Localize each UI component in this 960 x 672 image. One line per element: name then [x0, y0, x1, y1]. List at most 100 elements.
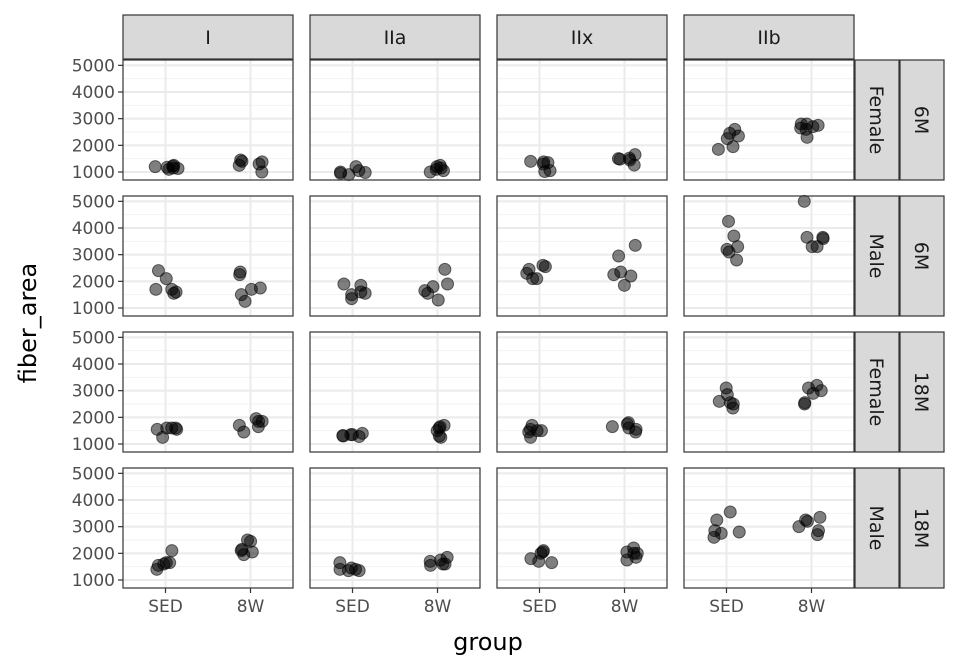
data-point: [802, 381, 816, 395]
data-point: [525, 418, 539, 432]
row-strip-sex-label: Male: [865, 233, 887, 278]
facet-panel: [309, 195, 481, 317]
data-point: [524, 430, 538, 444]
data-point: [358, 286, 372, 300]
column-strip-label: IIx: [571, 27, 593, 49]
y-tick-label: 4000: [72, 219, 115, 239]
facet-panel: [122, 331, 294, 453]
row-strip-age: [899, 195, 945, 317]
y-tick-label: 2000: [72, 272, 115, 292]
data-point: [628, 238, 642, 252]
row-strip-sex: [854, 59, 900, 181]
y-tick-label: 5000: [72, 328, 115, 348]
row-strip-age: [899, 331, 945, 453]
data-point: [171, 162, 185, 176]
data-point: [165, 544, 179, 558]
facet-panel: [122, 59, 294, 181]
data-point: [436, 557, 450, 571]
y-tick-label: 1000: [72, 163, 115, 183]
panel-border: [496, 331, 668, 453]
y-tick-label: 3000: [72, 518, 115, 538]
data-point: [438, 262, 452, 276]
row-strip-sex-label: Male: [865, 505, 887, 550]
x-tick-label: 8W: [611, 597, 639, 617]
panel-border: [122, 59, 294, 181]
data-point: [537, 155, 551, 169]
panel-border: [309, 195, 481, 317]
data-point: [160, 160, 174, 174]
facet-panel: [496, 467, 668, 589]
panel-background: [123, 196, 293, 316]
data-point: [707, 530, 721, 544]
panel-border: [122, 331, 294, 453]
column-strip-label: IIa: [384, 27, 407, 49]
data-point: [810, 528, 824, 542]
y-tick-label: 3000: [72, 110, 115, 130]
panel-background: [684, 196, 854, 316]
row-strip-age: [899, 59, 945, 181]
facet-panel: [683, 194, 855, 317]
data-point: [532, 554, 546, 568]
row-strip-age-label: 18M: [910, 508, 932, 549]
data-point: [149, 282, 163, 296]
column-strip-label: IIb: [757, 27, 780, 49]
panel-border: [496, 59, 668, 181]
x-tick-label: SED: [335, 597, 370, 617]
y-tick-label: 5000: [72, 192, 115, 212]
data-point: [545, 556, 559, 570]
panel-background: [310, 60, 480, 180]
panels-layer: [122, 59, 855, 589]
column-strip: [309, 14, 481, 60]
panel-border: [683, 195, 855, 317]
x-tick-label: 8W: [424, 597, 452, 617]
x-axis-title: group: [453, 628, 523, 656]
data-point: [165, 282, 179, 296]
row-strip-sex: [854, 195, 900, 317]
column-strip: [122, 14, 294, 60]
panel-background: [684, 60, 854, 180]
y-tick-label: 1000: [72, 299, 115, 319]
column-strip: [683, 14, 855, 60]
y-tick-label: 5000: [72, 56, 115, 76]
data-point: [233, 265, 247, 279]
data-point: [722, 214, 736, 228]
facet-panel: [683, 331, 855, 453]
panel-border: [309, 59, 481, 181]
panel-border: [683, 59, 855, 181]
panel-background: [310, 196, 480, 316]
x-tick-label: 8W: [237, 597, 265, 617]
axes-layer: 1000 2000 3000 4000 5000 1000 2000 3000 4000 5000…: [72, 56, 826, 617]
data-point: [530, 272, 544, 286]
panel-background: [497, 196, 667, 316]
facet-panel: [309, 467, 481, 589]
y-tick-label: 5000: [72, 464, 115, 484]
facet-panel: [496, 195, 668, 317]
panel-background: [497, 60, 667, 180]
data-point: [726, 401, 740, 415]
data-point: [255, 155, 269, 169]
y-tick-label: 4000: [72, 491, 115, 511]
panel-border: [496, 195, 668, 317]
data-point: [337, 277, 351, 291]
data-point: [627, 546, 641, 560]
panel-background: [123, 332, 293, 452]
data-point: [431, 293, 445, 307]
data-point: [613, 152, 627, 166]
panel-border: [496, 467, 668, 589]
data-point: [711, 142, 725, 156]
row-strip-age-label: 6M: [910, 106, 932, 134]
data-point: [728, 122, 742, 136]
column-strip: [496, 14, 668, 60]
data-point: [345, 288, 359, 302]
data-point: [159, 272, 173, 286]
data-point: [536, 258, 550, 272]
data-point: [165, 421, 179, 435]
data-point: [605, 420, 619, 434]
data-point: [252, 414, 266, 428]
data-point: [723, 505, 737, 519]
column-strip-label: I: [205, 27, 211, 49]
panel-border: [683, 467, 855, 589]
data-point: [617, 278, 631, 292]
data-point: [798, 396, 812, 410]
data-point: [418, 284, 432, 298]
